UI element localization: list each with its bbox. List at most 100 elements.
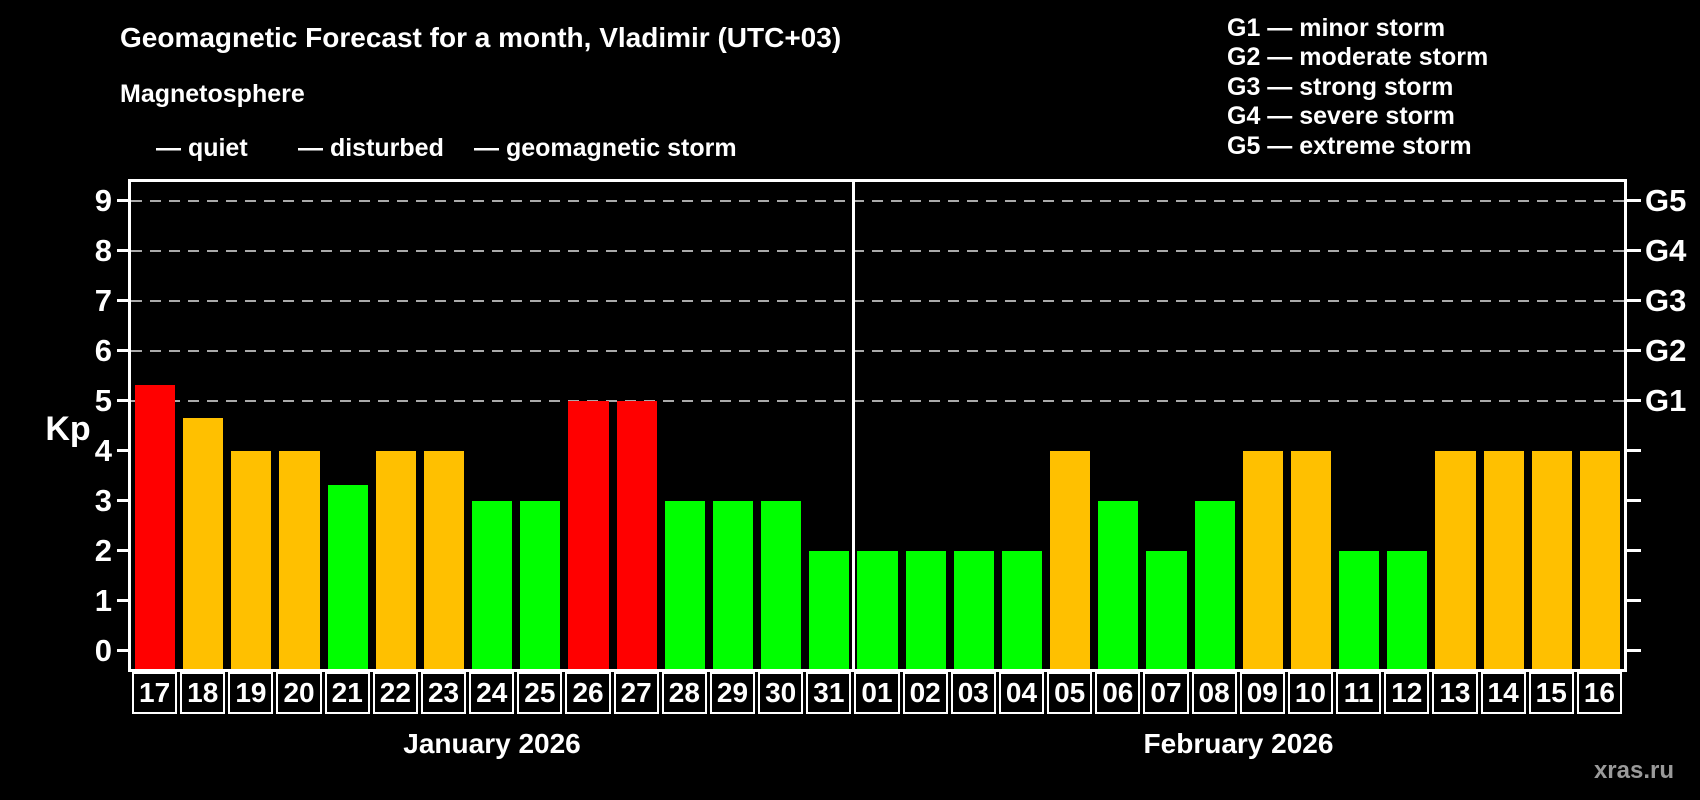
y-axis-tick-right	[1627, 649, 1641, 652]
y-axis-tick	[117, 649, 131, 652]
disturbed-color-swatch	[264, 133, 286, 163]
chart-title: Geomagnetic Forecast for a month, Vladim…	[120, 22, 842, 53]
y-axis-tick-label: 9	[94, 183, 112, 218]
legend-item-storm: — geomagnetic storm	[440, 132, 737, 164]
gscale-legend-line: G4 — severe storm	[1227, 102, 1455, 131]
kp-bar	[953, 551, 994, 669]
kp-bar	[135, 384, 176, 669]
day-label-cell: 31	[806, 672, 852, 714]
kp-bar	[327, 484, 368, 669]
y-axis-tick	[117, 599, 131, 602]
y-axis-tick	[117, 249, 131, 252]
y-axis-tick-right	[1627, 199, 1641, 202]
y-axis-tick	[117, 499, 131, 502]
kp-bar	[231, 451, 272, 669]
kp-bar	[809, 551, 850, 669]
kp-bar	[472, 501, 513, 669]
y-axis-tick-label: 7	[94, 283, 112, 318]
gridline-g4	[131, 250, 1624, 252]
kp-bar	[1194, 501, 1235, 669]
kp-bar	[1339, 551, 1380, 669]
day-label-cell: 27	[613, 672, 659, 714]
y-axis-tick	[117, 449, 131, 452]
y-axis-tick-label: 8	[94, 233, 112, 268]
g-scale-tick-label: G5	[1645, 183, 1687, 218]
day-label-cell: 28	[661, 672, 707, 714]
storm-color-swatch	[440, 133, 462, 163]
day-label-cell: 26	[565, 672, 611, 714]
y-axis-tick-right	[1627, 449, 1641, 452]
y-axis-tick	[117, 199, 131, 202]
g-scale-tick-label: G1	[1645, 383, 1687, 418]
y-axis-tick-right	[1627, 499, 1641, 502]
gscale-legend-line: G2 — moderate storm	[1227, 43, 1489, 72]
day-label-cell: 07	[1143, 672, 1189, 714]
y-axis-tick	[117, 549, 131, 552]
day-axis-strip: 17 18 19 20 21 22 23 24 25 26 27 28 29 30 31 01 02 03 04 05…	[131, 672, 1624, 716]
gridline-g1	[131, 400, 1624, 402]
day-label-cell: 15	[1528, 672, 1574, 714]
day-label-cell: 29	[709, 672, 756, 714]
day-label-cell: 08	[1191, 672, 1237, 714]
chart-subtitle: Magnetosphere	[120, 80, 305, 108]
day-label-cell: 05	[1047, 672, 1093, 714]
y-axis-tick-right	[1627, 549, 1641, 552]
y-axis-tick-right	[1627, 249, 1641, 252]
gscale-legend-line: G5 — extreme storm	[1227, 131, 1472, 160]
day-label-cell: 09	[1239, 672, 1285, 714]
kp-bar	[1242, 451, 1283, 669]
day-label-cell: 30	[758, 672, 804, 714]
y-axis-tick-label: 6	[94, 333, 112, 368]
day-label-cell: 19	[228, 672, 274, 714]
kp-bar	[183, 417, 224, 669]
month-separator-line	[851, 182, 855, 669]
y-axis-tick	[117, 299, 131, 302]
kp-bar	[279, 451, 320, 669]
y-axis-tick-right	[1627, 599, 1641, 602]
kp-bar	[712, 501, 754, 669]
day-label-cell: 04	[998, 672, 1045, 714]
kp-bar	[1098, 501, 1139, 669]
gridline-g5	[131, 200, 1624, 202]
kp-bar	[664, 501, 705, 669]
legend-quiet-label: — quiet	[156, 133, 248, 162]
kp-bar	[520, 501, 561, 669]
y-axis-tick	[117, 399, 131, 402]
legend-item-disturbed: — disturbed	[264, 132, 444, 164]
y-axis-tick-label: 2	[94, 533, 112, 568]
kp-bar	[857, 551, 898, 669]
day-label-cell: 25	[517, 672, 563, 714]
gridline-g3	[131, 300, 1624, 302]
watermark: xras.ru	[1593, 757, 1674, 784]
y-axis-tick-label: 1	[94, 583, 112, 618]
y-axis-tick-right	[1627, 299, 1641, 302]
kp-bar	[1001, 551, 1043, 669]
day-label-cell: 02	[902, 672, 948, 714]
kp-bar	[1483, 451, 1524, 669]
gscale-legend-line: G1 — minor storm	[1227, 14, 1446, 42]
kp-bar	[423, 451, 465, 669]
day-label-cell: 22	[372, 672, 418, 714]
day-label-cell: 20	[276, 672, 322, 714]
g-scale-tick-label: G3	[1645, 283, 1687, 318]
day-label-cell: 14	[1480, 672, 1526, 714]
g-scale-tick-label: G4	[1645, 233, 1687, 268]
legend-item-quiet: — quiet	[122, 132, 248, 164]
day-label-cell: 23	[420, 672, 467, 714]
day-label-cell: 17	[132, 672, 178, 714]
day-label-cell: 13	[1432, 672, 1478, 714]
month-label-january: January 2026	[403, 728, 581, 759]
y-axis-tick-label: 4	[94, 433, 112, 468]
kp-bar	[1435, 451, 1476, 669]
day-label-cell: 16	[1576, 672, 1622, 714]
kp-bar	[1290, 451, 1332, 669]
y-axis-tick-label: 3	[94, 483, 112, 518]
legend-storm-label: — geomagnetic storm	[474, 133, 737, 162]
day-label-cell: 18	[180, 672, 226, 714]
plot-area	[128, 179, 1627, 672]
y-axis-tick-right	[1627, 349, 1641, 352]
gridline-g2	[131, 350, 1624, 352]
quiet-color-swatch	[122, 133, 144, 163]
kp-bar	[375, 451, 416, 669]
